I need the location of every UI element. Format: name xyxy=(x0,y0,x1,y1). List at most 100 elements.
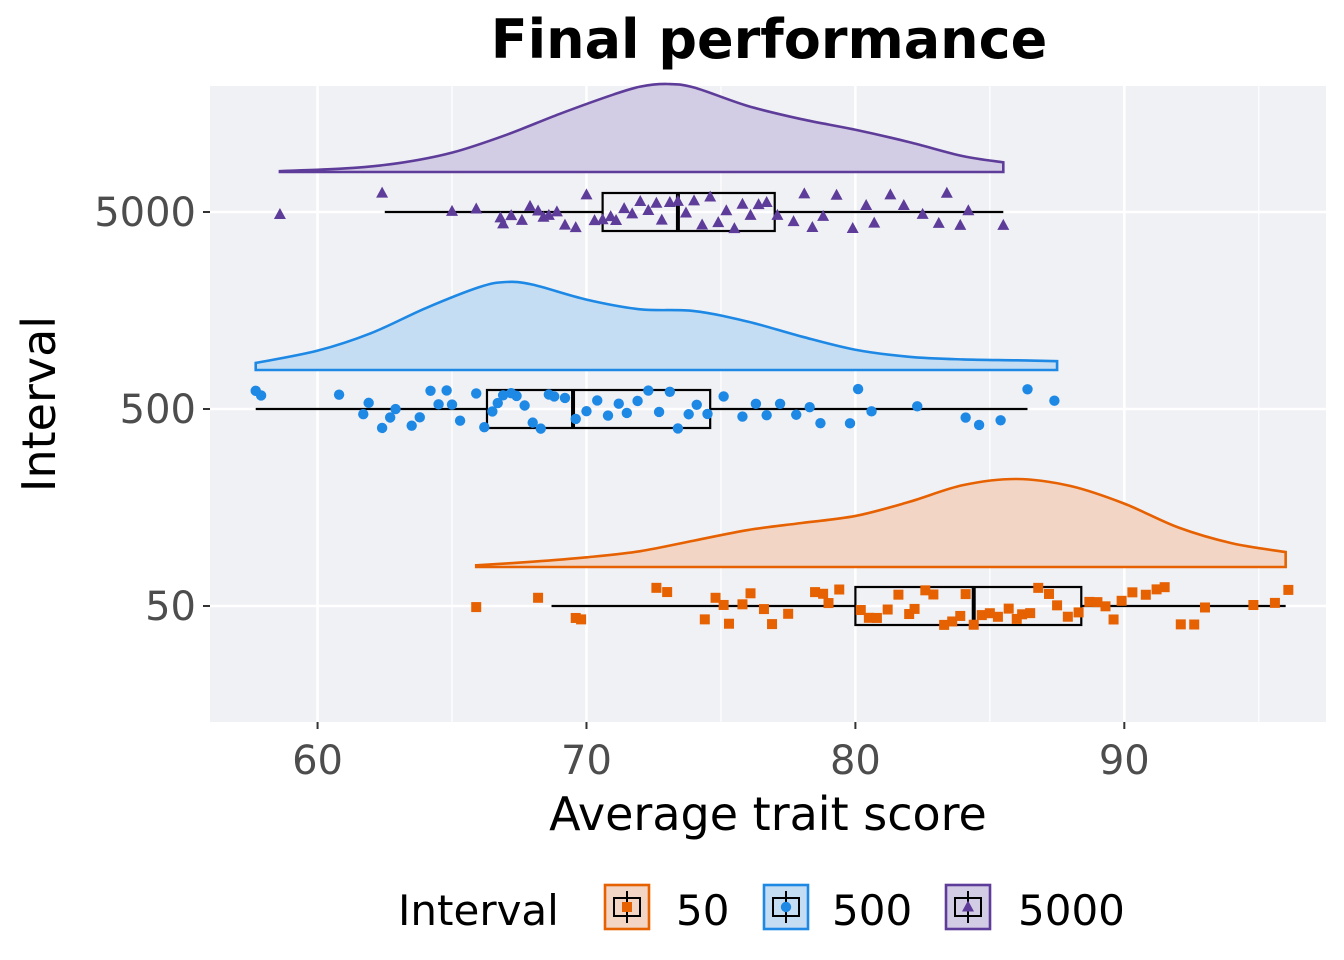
data-point xyxy=(744,208,757,220)
data-point xyxy=(1159,582,1170,593)
data-point xyxy=(1189,619,1200,630)
data-point xyxy=(390,403,401,415)
data-point xyxy=(810,587,821,598)
data-point xyxy=(613,398,624,409)
data-point xyxy=(1084,596,1095,607)
jitter-points xyxy=(250,186,1294,630)
data-point xyxy=(976,610,987,621)
data-point xyxy=(1283,584,1294,595)
data-point xyxy=(621,407,633,419)
x-tick-label: 80 xyxy=(830,738,881,784)
data-point xyxy=(737,411,748,422)
data-point xyxy=(569,221,582,233)
data-point xyxy=(1248,600,1259,611)
data-point xyxy=(642,204,655,216)
data-point xyxy=(626,207,639,219)
box-500 xyxy=(485,388,712,430)
data-point xyxy=(497,390,509,401)
x-tick-label: 70 xyxy=(561,738,612,784)
data-point xyxy=(446,399,458,410)
data-point xyxy=(1052,600,1063,611)
data-point xyxy=(581,406,592,417)
data-point xyxy=(855,605,866,616)
data-point xyxy=(610,214,623,226)
data-point xyxy=(542,208,555,220)
data-point xyxy=(893,589,904,600)
data-point xyxy=(928,589,939,600)
data-point xyxy=(916,207,929,219)
data-point xyxy=(1127,587,1138,598)
data-point xyxy=(524,199,537,211)
x-axis-ticks: 60 70 80 90 xyxy=(292,722,1150,784)
data-point xyxy=(920,585,931,596)
data-point xyxy=(702,408,713,420)
data-point xyxy=(718,599,729,610)
data-point xyxy=(780,901,792,913)
data-point xyxy=(664,386,676,397)
legend-label: 50 xyxy=(676,886,729,935)
data-point xyxy=(358,408,369,420)
data-point xyxy=(414,412,425,423)
data-point xyxy=(960,412,971,423)
data-point xyxy=(588,214,601,226)
data-point xyxy=(973,419,985,431)
data-point xyxy=(761,409,772,421)
data-point xyxy=(955,610,966,621)
data-point xyxy=(576,614,587,625)
y-axis-title: Interval xyxy=(12,316,66,492)
density-clouds xyxy=(254,82,1287,569)
data-point xyxy=(683,409,694,420)
data-point xyxy=(798,187,811,199)
data-point xyxy=(441,385,452,396)
data-point xyxy=(968,619,979,630)
data-point xyxy=(1017,609,1028,620)
data-point xyxy=(592,395,603,406)
data-point xyxy=(1175,619,1186,630)
data-point xyxy=(622,902,632,912)
data-point xyxy=(1269,597,1280,608)
data-point xyxy=(511,390,522,402)
data-point xyxy=(384,412,396,423)
data-point xyxy=(1108,614,1119,625)
data-point xyxy=(750,398,762,410)
data-point xyxy=(596,213,609,225)
y-tick-label: 50 xyxy=(145,584,196,630)
data-point xyxy=(767,619,778,630)
data-point xyxy=(532,204,545,216)
data-point xyxy=(699,614,710,625)
density-cloud-5000 xyxy=(278,82,1005,174)
legend-entry-5000: 5000 xyxy=(944,883,1125,935)
density-cloud-500 xyxy=(254,280,1059,372)
data-point xyxy=(559,392,571,404)
data-point xyxy=(655,213,668,225)
data-point xyxy=(549,391,560,402)
data-point xyxy=(470,202,483,214)
data-point xyxy=(519,400,530,411)
data-point xyxy=(618,202,631,214)
box-50 xyxy=(854,585,1083,627)
data-point xyxy=(446,204,459,216)
data-point xyxy=(860,198,873,210)
data-point xyxy=(704,190,717,202)
data-point xyxy=(1100,601,1111,612)
density-cloud-50 xyxy=(474,477,1287,569)
data-point xyxy=(718,391,729,402)
data-point xyxy=(1073,607,1084,618)
data-point xyxy=(535,423,546,434)
data-point xyxy=(962,900,974,912)
data-point xyxy=(570,612,581,623)
data-point xyxy=(884,188,897,200)
data-point xyxy=(1049,395,1060,406)
y-axis-ticks: 50 500 5000 xyxy=(94,190,210,630)
chart-title: Final performance xyxy=(491,8,1048,71)
data-point xyxy=(425,385,436,396)
box-5000 xyxy=(601,191,776,233)
data-point xyxy=(479,422,490,433)
data-point xyxy=(758,604,769,615)
data-point xyxy=(774,398,786,409)
data-point xyxy=(724,618,735,629)
data-point xyxy=(997,218,1010,230)
legend: Interval 50 500 5000 xyxy=(398,883,1125,935)
data-point xyxy=(904,609,915,620)
